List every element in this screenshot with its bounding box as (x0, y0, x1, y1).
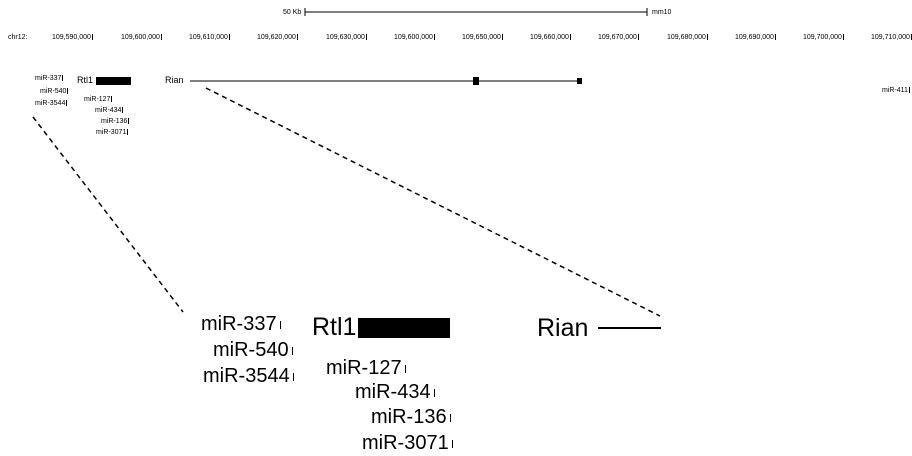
rian-gene-label: Rian (165, 75, 184, 85)
scale-bar-length-label: 50 Kb (283, 9, 302, 16)
zoom-connector-right (205, 87, 661, 317)
zoom-mirna-label-mir434: miR-434 (355, 382, 435, 402)
position-label: 109,630,000 (326, 34, 367, 41)
mirna-label-mir540: miR-540 (40, 88, 69, 95)
position-label: 109,610,000 (189, 34, 230, 41)
rtl1-gene-block (96, 77, 131, 85)
zoom-mirna-label-mir136: miR-136 (371, 407, 451, 427)
mirna-label-mir337: miR-337 (35, 75, 64, 82)
genome-build-label: mm10 (652, 9, 672, 16)
chromosome-label: chr12: (8, 34, 28, 41)
position-label: 109,700,000 (803, 34, 844, 41)
mirna-label-mir3544: miR-3544 (35, 100, 68, 107)
zoom-rtl1-gene-label: Rtl1 (312, 313, 357, 341)
rtl1-zoom-block (358, 318, 450, 338)
mirna-label-mir411: miR-411 (882, 87, 910, 94)
zoom-rian-gene-label: Rian (537, 314, 589, 342)
mirna-label-mir136: miR-136 (101, 118, 130, 125)
position-label: 109,600,000 (121, 34, 162, 41)
position-label: 109,710,000 (871, 34, 912, 41)
zoom-mirna-label-mir337: miR-337 (201, 314, 281, 334)
position-label: 109,660,000 (530, 34, 571, 41)
mirna-label-mir127: miR-127 (84, 96, 113, 103)
position-label: 109,690,000 (735, 34, 776, 41)
zoom-mirna-label-mir3071: miR-3071 (362, 433, 453, 453)
zoom-mirna-label-mir127: miR-127 (326, 358, 406, 378)
rtl1-gene-label: Rtl1 (77, 75, 94, 85)
position-label: 109,680,000 (667, 34, 708, 41)
position-label: 109,620,000 (257, 34, 298, 41)
position-label: 109,650,000 (462, 34, 503, 41)
position-label: 109,600,000 (394, 34, 435, 41)
mirna-label-mir434: miR-434 (95, 107, 124, 114)
position-label: 109,670,000 (598, 34, 639, 41)
zoom-mirna-label-mir540: miR-540 (213, 340, 293, 360)
position-label: 109,590,000 (52, 34, 93, 41)
zoom-mirna-label-mir3544: miR-3544 (203, 366, 294, 386)
zoom-connector-left (32, 116, 184, 313)
rian-exon-1 (473, 77, 479, 85)
mirna-label-mir3071: miR-3071 (96, 129, 129, 136)
rian-exon-2 (577, 78, 582, 84)
